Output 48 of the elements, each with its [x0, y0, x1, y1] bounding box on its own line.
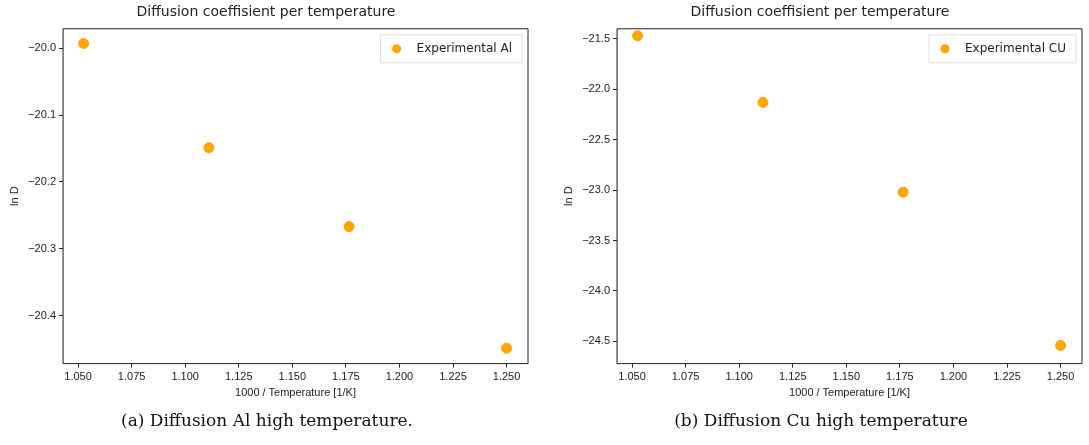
x-tick-label: 1.225: [993, 370, 1021, 383]
text: (b) Diffusion Cu high temperature: [673, 410, 969, 430]
y-axis-title: ln D: [7, 186, 20, 206]
x-tick-label: 1.075: [671, 370, 700, 383]
chart-title: Diffusion coeffisient per temperature: [136, 3, 396, 20]
point: [343, 221, 355, 233]
y-tick-label: −20.2: [28, 174, 57, 187]
y-tick-label: −20.1: [28, 108, 57, 121]
point: [78, 38, 90, 49]
point: [897, 186, 909, 198]
text: (a) Diffusion Al high temperature.: [120, 410, 414, 430]
x-axis-title: 1000 / Temperature [1/K]: [235, 386, 356, 399]
x-tick-label: 1.050: [64, 370, 92, 383]
x-tick-label: 1.100: [725, 370, 753, 383]
x-tick-label: 1.175: [332, 370, 360, 383]
x-tick-label: 1.050: [618, 370, 646, 383]
y-tick-label: −22.5: [582, 132, 611, 145]
y-tick-label: −23.0: [582, 183, 611, 196]
x-tick-label: 1.250: [1046, 370, 1075, 383]
y-tick-label: −24.5: [582, 334, 611, 347]
chart-title: Diffusion coeffisient per temperature: [690, 3, 950, 20]
x-tick-label: 1.200: [939, 370, 968, 383]
y-tick-label: −20.0: [28, 41, 57, 54]
y-axis-title: ln D: [561, 186, 574, 206]
x-tick-label: 1.075: [117, 370, 146, 383]
y-tick-label: −22.0: [582, 82, 611, 95]
x-tick-label: 1.150: [832, 370, 861, 383]
x-tick-label: 1.225: [439, 370, 467, 383]
legend-label: Experimental CU: [965, 40, 1066, 55]
point: [501, 342, 513, 354]
y-tick-label: −20.3: [28, 241, 57, 254]
y-tick-label: −21.5: [582, 31, 611, 44]
x-tick-label: 1.125: [778, 370, 807, 383]
x-axis-title: 1000 / Temperature [1/K]: [789, 386, 910, 399]
point: [632, 30, 644, 42]
x-tick-label: 1.175: [886, 370, 914, 383]
y-tick-label: −20.4: [28, 308, 57, 321]
y-tick-label: −23.5: [582, 233, 611, 246]
point: [757, 96, 769, 108]
point: [203, 142, 215, 154]
x-tick-label: 1.200: [385, 370, 414, 383]
x-tick-label: 1.125: [224, 370, 253, 383]
legend-label: Experimental Al: [416, 40, 513, 55]
x-tick-label: 1.250: [492, 370, 521, 383]
y-tick-label: −24.0: [582, 284, 611, 297]
point: [1055, 339, 1067, 351]
x-tick-label: 1.100: [171, 370, 199, 383]
x-tick-label: 1.150: [278, 370, 307, 383]
